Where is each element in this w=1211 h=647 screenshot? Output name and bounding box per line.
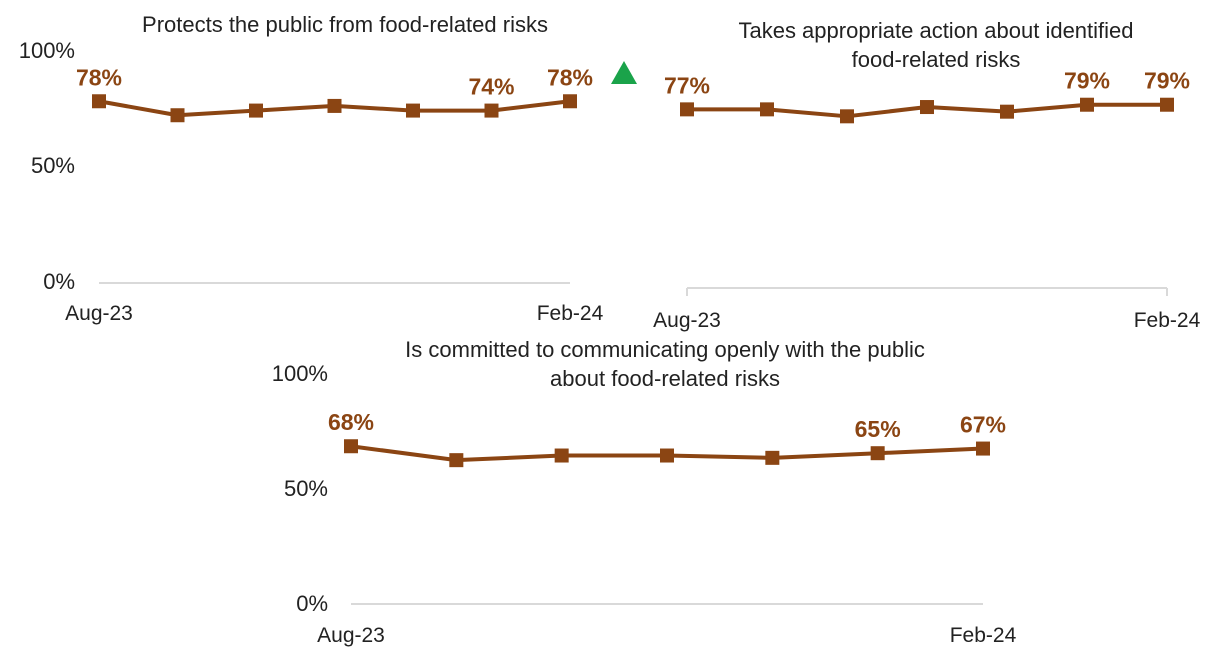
- data-label: 67%: [960, 412, 1006, 438]
- panel-3-title-line-2: about food-related risks: [550, 366, 780, 391]
- panel-3-xtick-start: Aug-23: [317, 624, 385, 647]
- data-label: 78%: [76, 64, 122, 90]
- data-label: 74%: [468, 74, 514, 100]
- data-point-marker: [870, 446, 885, 461]
- data-point-marker: [1080, 97, 1094, 112]
- panel-3-title-line-1: Is committed to communicating openly wit…: [405, 337, 925, 362]
- data-point-marker: [484, 103, 499, 118]
- panel-2-xtick-end: Feb-24: [1134, 309, 1201, 332]
- panel-3-series: 68% 65% 67%: [328, 409, 1006, 468]
- panel-2-title-line-1: Takes appropriate action about identifie…: [738, 18, 1133, 43]
- panel-protects-public: Protects the public from food-related ri…: [19, 12, 637, 325]
- data-point-marker: [406, 103, 420, 118]
- data-point-marker: [976, 441, 990, 456]
- data-point-marker: [765, 450, 780, 465]
- panel-takes-action: Takes appropriate action about identifie…: [653, 18, 1200, 332]
- panel-1-xtick-start: Aug-23: [65, 302, 133, 325]
- data-point-marker: [344, 439, 358, 454]
- data-label: 79%: [1064, 68, 1110, 94]
- panel-communicating-openly: Is committed to communicating openly wit…: [272, 337, 1017, 647]
- data-point-marker: [327, 98, 342, 113]
- panel-1-series: 78% 74% 78%: [76, 64, 593, 123]
- data-point-marker: [449, 453, 464, 468]
- panel-3-xtick-end: Feb-24: [950, 624, 1017, 647]
- data-label: 65%: [855, 416, 901, 442]
- up-triangle-icon: [611, 61, 637, 84]
- panel-3-ytick-50: 50%: [284, 476, 328, 501]
- data-label: 68%: [328, 409, 374, 435]
- data-point-marker: [840, 109, 854, 124]
- panel-2-title-line-2: food-related risks: [852, 47, 1021, 72]
- panel-1-xtick-end: Feb-24: [537, 302, 604, 325]
- data-point-marker: [554, 448, 569, 463]
- panel-1-title: Protects the public from food-related ri…: [142, 12, 548, 37]
- panel-1-ytick-0: 0%: [43, 269, 75, 294]
- data-label: 77%: [664, 72, 710, 98]
- data-point-marker: [249, 103, 263, 118]
- data-point-marker: [1000, 104, 1014, 119]
- data-point-marker: [563, 94, 577, 109]
- data-label: 79%: [1144, 68, 1190, 94]
- data-point-marker: [760, 102, 774, 117]
- data-point-marker: [1160, 97, 1174, 112]
- data-point-marker: [680, 102, 694, 117]
- data-point-marker: [920, 100, 934, 115]
- panel-2-xtick-start: Aug-23: [653, 309, 721, 332]
- data-point-marker: [170, 108, 185, 123]
- data-label: 78%: [547, 64, 593, 90]
- panel-1-ytick-100: 100%: [19, 38, 75, 63]
- panel-3-ytick-100: 100%: [272, 361, 328, 386]
- panel-2-series: 77% 79% 79%: [664, 68, 1190, 124]
- data-point-marker: [660, 448, 674, 463]
- panel-3-ytick-0: 0%: [296, 591, 328, 616]
- panel-1-ytick-50: 50%: [31, 153, 75, 178]
- data-point-marker: [92, 94, 106, 109]
